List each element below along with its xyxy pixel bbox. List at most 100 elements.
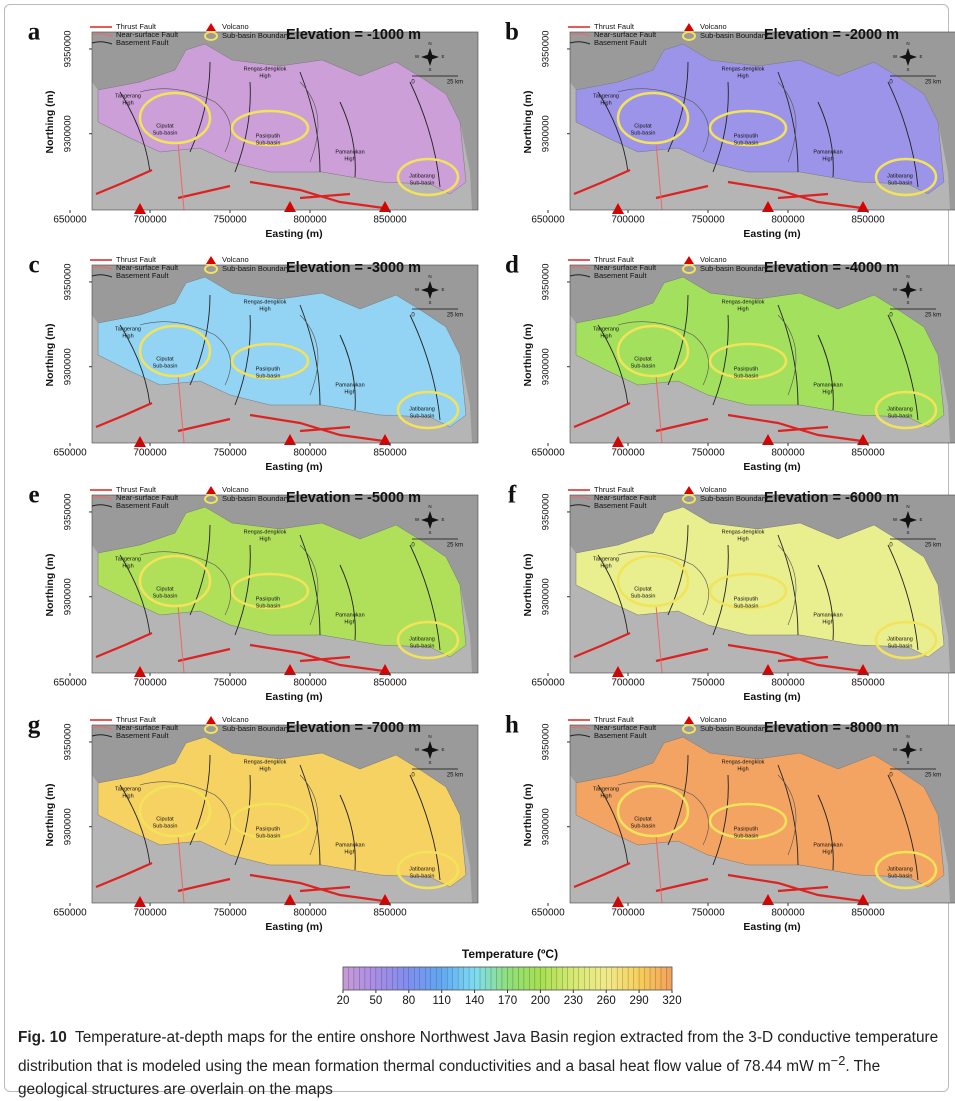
x-tick-label: 700000 (611, 448, 645, 459)
y-tick-label: 9300000 (541, 578, 552, 615)
place-label: Pasirputih (734, 826, 758, 832)
legend-label: Thrust Fault (116, 485, 157, 494)
basement-fault (409, 774, 441, 881)
place-label: Sub-basin (888, 643, 913, 649)
legend-subbasin (204, 494, 218, 504)
legend-basement (91, 274, 113, 278)
map-panel: TangerangHighRengas-dengklokHighCiputatS… (28, 19, 479, 240)
place-label: High (737, 306, 748, 312)
sub-basin-boundary (396, 157, 460, 197)
basement-fault (119, 324, 151, 406)
caption-label: Fig. 10 (18, 1029, 67, 1046)
x-tick-label: 700000 (611, 678, 645, 689)
basement-fault (887, 544, 919, 651)
scale-label: 0 (411, 313, 415, 319)
basement-fault (339, 334, 356, 411)
place-label: Sub-basin (153, 130, 178, 136)
near-surface-fault (177, 834, 185, 904)
x-tick-label: 750000 (691, 678, 725, 689)
thrust-fault (655, 647, 709, 663)
thrust-fault (177, 877, 231, 893)
x-axis-label: Easting (m) (265, 461, 322, 473)
legend-label: Sub-basin Boundary (222, 494, 290, 503)
x-tick-label: 850000 (373, 678, 407, 689)
colorbar-cell (490, 966, 497, 991)
panel-title: Elevation = -7000 m (286, 720, 421, 736)
colorbar-cell (342, 966, 349, 991)
x-tick-label: 750000 (691, 908, 725, 919)
place-label: Sub-basin (734, 140, 759, 146)
place-label: Sub-basin (734, 373, 759, 379)
place-label: Pamanukan (813, 149, 842, 155)
y-tick-label: 9350000 (63, 263, 74, 300)
x-tick-label: 800000 (771, 448, 805, 459)
legend-label: Near-surface Fault (116, 30, 179, 39)
x-tick-label: 800000 (293, 448, 327, 459)
compass-label: E (919, 287, 922, 292)
compass-label: N (906, 41, 909, 46)
legend-label: Sub-basin Boundary (700, 31, 768, 40)
colorbar-cell (644, 966, 651, 991)
contour (777, 314, 797, 396)
colorbar-cell (375, 966, 382, 991)
contour (777, 774, 797, 856)
y-tick-label: 9350000 (63, 493, 74, 530)
compass-label: E (441, 747, 444, 752)
place-label: Jatibarang (409, 173, 435, 179)
legend-label: Thrust Fault (594, 485, 635, 494)
place-label: Rengas-dengklok (722, 66, 765, 72)
panel-title: Elevation = -3000 m (286, 260, 421, 276)
legend-volcano (206, 716, 216, 724)
compass-label: S (428, 760, 431, 765)
colorbar-cell (556, 966, 563, 991)
x-tick-label: 650000 (53, 448, 87, 459)
colorbar-cell (595, 966, 601, 991)
colorbar-cell (414, 966, 420, 991)
scale-label: 0 (889, 80, 893, 86)
legend-near (91, 496, 113, 500)
colorbar-cell (452, 966, 459, 991)
x-axis-label: Easting (m) (265, 228, 322, 240)
compass-label: S (906, 760, 909, 765)
basement-fault (712, 544, 729, 636)
volcano (284, 664, 296, 675)
place-label: Tangerang (115, 93, 141, 99)
y-axis-label: Northing (m) (522, 324, 534, 387)
x-axis-label: Easting (m) (743, 691, 800, 703)
thrust-fault (299, 192, 351, 200)
place-label: Rengas-dengklok (244, 759, 287, 765)
legend-near (569, 33, 591, 37)
thrust-fault (299, 655, 351, 663)
colorbar-tick-label: 290 (630, 995, 649, 1007)
y-axis-label: Northing (m) (522, 784, 534, 847)
plot-frame (91, 264, 479, 444)
place-label: Ciputat (156, 816, 174, 822)
place-label: High (822, 389, 833, 395)
sub-basin-boundary (396, 620, 460, 660)
thrust-fault (299, 425, 351, 433)
thrust-fault (655, 184, 709, 200)
temperature-field (97, 276, 467, 428)
colorbar-cell (666, 966, 673, 991)
scale-label: 0 (889, 543, 893, 549)
place-label: Rengas-dengklok (244, 299, 287, 305)
colorbar-cell (638, 966, 645, 991)
colorbar-cell (616, 966, 623, 991)
colorbar-cell (392, 966, 399, 991)
colorbar-cell (436, 966, 442, 991)
y-axis-label: Northing (m) (44, 784, 56, 847)
place-label: High (259, 306, 270, 312)
place-label: Jatibarang (887, 406, 913, 412)
panel-letter: a (28, 19, 41, 46)
thrust-fault (95, 168, 153, 196)
sub-basin-boundary (230, 109, 310, 147)
compass-label: W (415, 54, 420, 59)
place-label: High (822, 849, 833, 855)
volcano (284, 894, 296, 905)
place-label: Sub-basin (153, 363, 178, 369)
legend-label: Basement Fault (594, 501, 647, 510)
volcano (134, 896, 146, 907)
colorbar-cell (430, 966, 437, 991)
thrust-fault (655, 417, 709, 433)
